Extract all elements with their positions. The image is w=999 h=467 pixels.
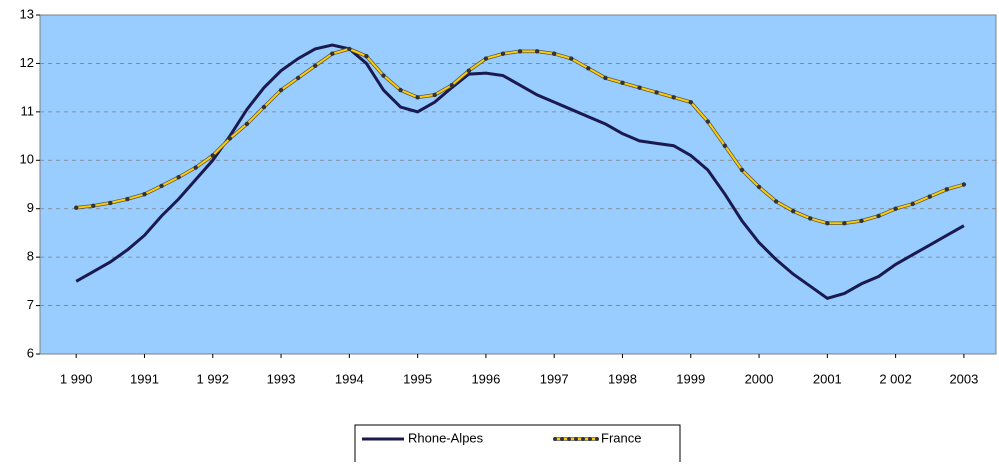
point [534, 49, 540, 54]
point [398, 87, 403, 93]
point [910, 201, 915, 207]
point [278, 87, 284, 93]
point [569, 56, 574, 61]
point [517, 49, 523, 54]
point [381, 73, 386, 78]
point [756, 184, 762, 190]
point [586, 66, 591, 71]
point [808, 216, 813, 221]
point [73, 205, 79, 210]
x-tick-label: 1995 [403, 371, 432, 386]
point [688, 99, 693, 105]
y-tick-label: 10 [20, 152, 34, 167]
y-tick-label: 7 [27, 297, 34, 312]
y-tick-label: 12 [20, 55, 34, 70]
legend-marker [581, 437, 585, 441]
x-tick-label: 1993 [267, 371, 296, 386]
x-tick-label: 1991 [130, 371, 159, 386]
legend-label: Rhone-Alpes [408, 430, 484, 445]
legend-marker [560, 437, 564, 441]
x-tick-label: 1996 [471, 371, 500, 386]
point [295, 75, 301, 81]
x-tick-label: 2000 [745, 371, 774, 386]
point [620, 80, 625, 86]
point [364, 53, 369, 59]
point [927, 194, 932, 199]
point [108, 200, 113, 206]
point [551, 51, 557, 56]
point [603, 75, 608, 81]
point [637, 85, 642, 90]
point [842, 221, 847, 226]
point [790, 208, 796, 214]
point [312, 63, 318, 69]
x-tick-label: 2001 [813, 371, 842, 386]
x-tick-label: 1998 [608, 371, 637, 386]
point [193, 165, 198, 170]
point [739, 167, 745, 173]
point [859, 218, 864, 224]
point [142, 191, 147, 197]
point [893, 206, 898, 211]
x-tick-label: 1999 [676, 371, 705, 386]
point [705, 119, 711, 124]
point [466, 68, 472, 73]
point [773, 199, 779, 204]
point [483, 56, 489, 61]
point [876, 213, 881, 219]
x-tick-label: 2 002 [879, 371, 912, 386]
y-tick-label: 9 [27, 200, 34, 215]
x-tick-label: 1 992 [196, 371, 229, 386]
legend-marker [595, 437, 599, 441]
x-tick-label: 1 990 [60, 371, 93, 386]
legend-box [354, 424, 681, 466]
legend-marker [567, 437, 571, 441]
point [825, 221, 830, 226]
y-tick-label: 13 [20, 6, 34, 21]
y-tick-label: 8 [27, 249, 34, 264]
point [210, 153, 215, 158]
point [671, 95, 676, 100]
point [176, 175, 181, 180]
point [244, 121, 250, 127]
point [432, 92, 437, 98]
point [227, 136, 233, 141]
legend-marker [574, 437, 578, 441]
x-tick-label: 1997 [540, 371, 569, 386]
point [961, 182, 967, 187]
legend-label: France [601, 430, 641, 445]
x-tick-label: 2003 [949, 371, 978, 386]
y-tick-label: 11 [21, 103, 35, 118]
point [347, 46, 352, 52]
legend-marker [553, 437, 557, 441]
point [722, 143, 728, 148]
point [91, 203, 96, 209]
point [415, 95, 420, 100]
plot-area [39, 14, 997, 355]
point [500, 51, 506, 56]
legend-marker [588, 437, 592, 441]
point [944, 187, 950, 192]
point [330, 51, 335, 56]
point [449, 83, 454, 88]
point [654, 90, 659, 95]
point [159, 183, 164, 189]
point [261, 104, 267, 110]
point [125, 196, 130, 202]
x-tick-label: 1994 [335, 371, 364, 386]
y-tick-label: 6 [27, 345, 34, 360]
